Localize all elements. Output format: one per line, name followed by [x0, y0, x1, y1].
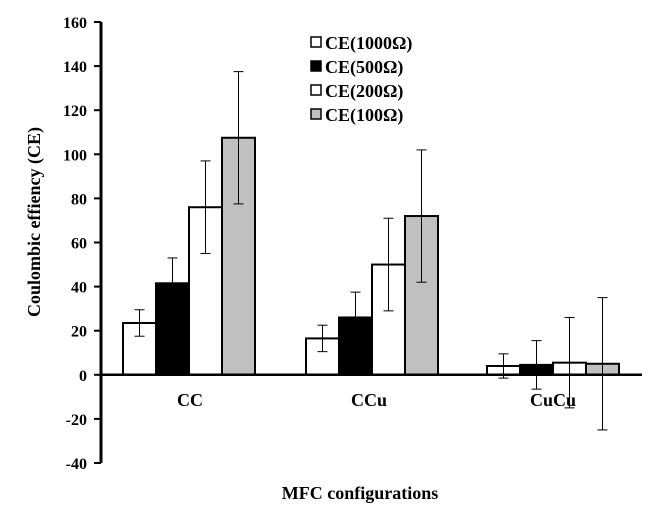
y-tick-label: 140	[63, 59, 87, 76]
y-tick-label: -20	[66, 412, 87, 429]
y-tick-label: 160	[63, 15, 87, 32]
y-tick-label: 40	[71, 280, 87, 297]
legend-swatch	[310, 108, 322, 120]
error-bar-cucu-series-2	[531, 340, 542, 390]
legend-layer: CE(1000Ω) CE(500Ω) CE(200Ω) CE(100Ω)	[310, 33, 412, 126]
error-bar-ccu-series-2	[350, 291, 361, 344]
bars-layer	[122, 136, 620, 376]
legend-label: CE(100Ω)	[325, 105, 403, 126]
error-bar-ccu-series-3	[383, 217, 394, 312]
error-bar-cc-series-1	[134, 309, 145, 337]
legend-item-1: CE(1000Ω)	[310, 33, 412, 54]
error-bar-cucu-series-3	[564, 316, 575, 409]
legend-label: CE(200Ω)	[325, 81, 403, 102]
error-bar-cc-series-3	[200, 160, 211, 255]
y-tick-label: 80	[71, 191, 87, 208]
y-axis-title: Coulombic effiency (CE)	[24, 127, 45, 317]
y-tick-label: 20	[71, 324, 87, 341]
y-tick-label: 100	[63, 147, 87, 164]
legend-item-4: CE(100Ω)	[310, 105, 403, 126]
error-bar-cucu-series-4	[597, 297, 608, 431]
y-tick-label: 0	[79, 368, 87, 385]
y-tick-label: 60	[71, 236, 87, 253]
category-label-cucu: CuCu	[530, 390, 576, 410]
legend-item-3: CE(200Ω)	[310, 81, 403, 102]
category-label-ccu: CCu	[351, 390, 387, 410]
label-layer: -40 -20 0 20 40 60 80 100 120 140 160 CC CCu CuCu	[63, 15, 576, 473]
legend-label: CE(1000Ω)	[325, 33, 412, 54]
category-label-cc: CC	[177, 390, 203, 410]
legend-swatch	[310, 84, 322, 96]
legend-swatch	[310, 36, 322, 48]
y-tick-label: -40	[66, 456, 87, 473]
legend-item-2: CE(500Ω)	[310, 57, 403, 78]
legend-swatch	[310, 60, 322, 72]
axis-layer	[94, 21, 642, 464]
error-bar-ccu-series-1	[317, 324, 328, 353]
error-bar-cc-series-2	[167, 257, 178, 310]
y-tick-label: 120	[63, 103, 87, 120]
x-axis-title: MFC configurations	[282, 483, 439, 503]
error-bar-cc-series-4	[233, 71, 244, 205]
errorbar-layer	[134, 71, 608, 431]
error-bar-ccu-series-4	[416, 149, 427, 283]
legend-label: CE(500Ω)	[325, 57, 403, 78]
